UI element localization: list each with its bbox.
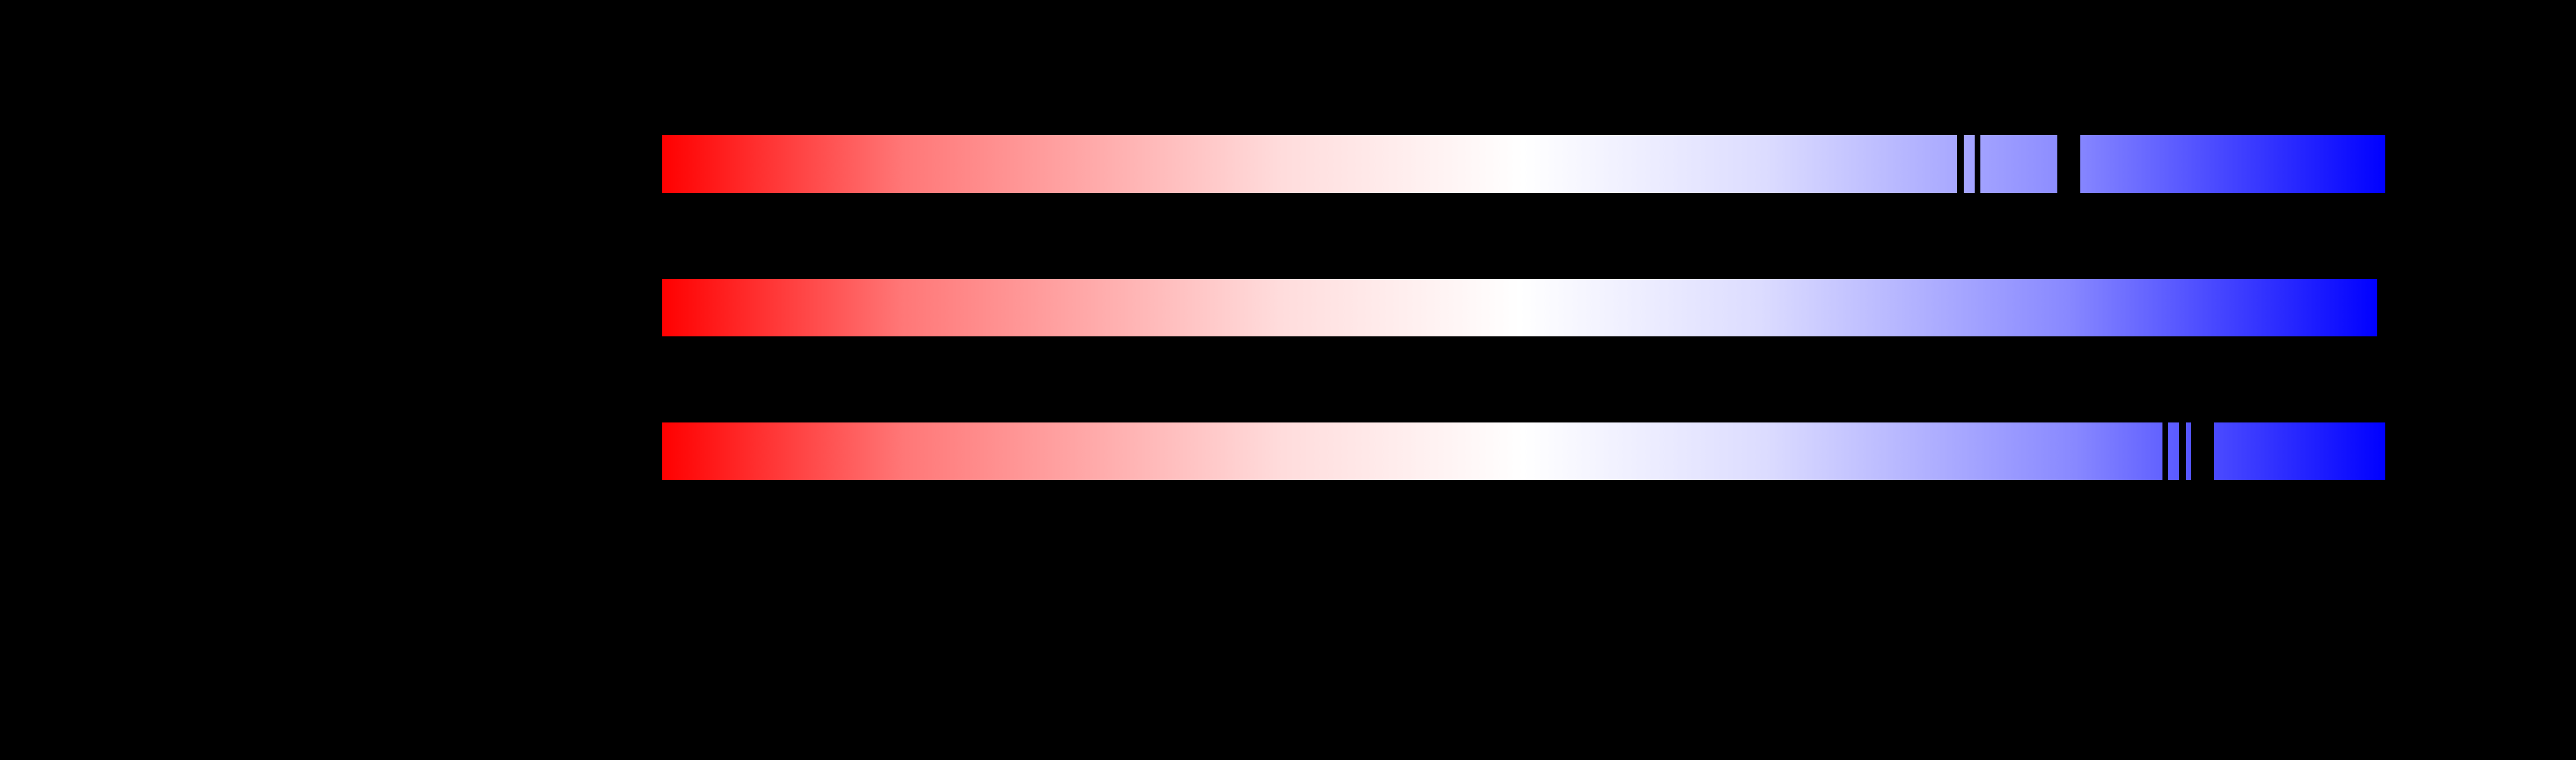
alignment-gap [2179, 422, 2186, 480]
gradient-bar-bar-1 [662, 135, 2385, 193]
gradient-bar-bar-2 [662, 279, 2377, 336]
gradient-bar-bar-3 [662, 422, 2385, 480]
alignment-gap [1975, 135, 1980, 193]
alignment-gap [2057, 135, 2080, 193]
alignment-gap [2162, 422, 2168, 480]
alignment-gap [1957, 135, 1964, 193]
alignment-gap [2191, 422, 2214, 480]
